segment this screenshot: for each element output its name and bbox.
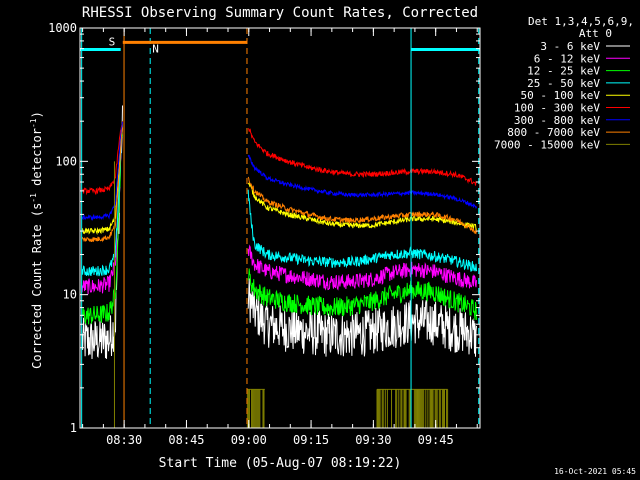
flag-S-label: S: [109, 36, 116, 49]
timestamp: 16-Oct-2021 05:45: [554, 467, 636, 476]
series-1-trace-1: [81, 127, 123, 295]
series-0: [81, 105, 477, 360]
series-3: [81, 120, 477, 277]
series-6-trace-2: [247, 154, 477, 209]
plot-frame: [79, 27, 481, 429]
chart-title: RHESSI Observing Summary Count Rates, Co…: [82, 5, 478, 21]
svg-text:Corrected Count Rate (s-1 dete: Corrected Count Rate (s-1 detector-1): [29, 111, 44, 369]
legend-label-8: 7000 - 15000 keV: [494, 138, 600, 151]
series-2-trace-1: [81, 132, 123, 325]
flag-N-label: N: [152, 43, 159, 56]
series-5-trace-1: [81, 121, 123, 196]
series-4-trace-2: [247, 182, 477, 232]
legend-detectors-line2: Att 0: [579, 27, 612, 40]
y-tick-label: 10: [63, 288, 77, 302]
series-7-trace-2: [247, 176, 477, 235]
x-tick-label: 09:00: [231, 433, 267, 447]
series-6: [81, 121, 477, 221]
series-7: [81, 127, 477, 243]
legend-label-1: 6 - 12 keV: [534, 52, 601, 65]
series-2-trace-2: [247, 268, 477, 320]
x-tick-label: 09:30: [355, 433, 391, 447]
series-1: [81, 127, 477, 295]
series-7-trace-1: [81, 127, 123, 243]
series-5-trace-2: [247, 127, 477, 186]
series-3-trace-1: [81, 120, 123, 277]
y-axis-label: Corrected Count Rate (s-1 detector-1): [29, 111, 44, 369]
legend-label-2: 12 - 25 keV: [527, 65, 600, 78]
legend-detectors-line1: Det 1,3,4,5,6,9,: [528, 15, 634, 28]
y-tick-label: 1: [70, 421, 77, 435]
series-2: [81, 132, 477, 325]
plot-area: SN: [80, 28, 480, 428]
x-tick-label: 09:15: [293, 433, 329, 447]
y-tick-label: 100: [55, 154, 77, 168]
series-5: [81, 121, 477, 196]
legend-label-3: 25 - 50 keV: [527, 77, 600, 90]
series-3-trace-2: [247, 189, 477, 272]
legend-label-6: 300 - 800 keV: [514, 114, 600, 127]
series-4-trace-1: [81, 122, 123, 236]
y-tick-label: 1000: [48, 21, 77, 35]
series-6-trace-1: [81, 121, 123, 221]
series-0-trace-1: [81, 105, 123, 360]
axes: 1 10 100 1000 08:30 08:45 09:00 09:15 09:30 09:45: [48, 21, 481, 447]
series-0-trace-2: [247, 278, 477, 357]
legend-label-0: 3 - 6 keV: [540, 40, 600, 53]
legend-label-4: 50 - 100 keV: [521, 89, 601, 102]
legend-label-5: 100 - 300 keV: [514, 102, 600, 115]
legend-label-7: 800 - 7000 keV: [507, 126, 600, 139]
x-axis-label: Start Time (05-Aug-07 08:19:22): [159, 456, 402, 471]
series-1-trace-2: [247, 244, 477, 291]
x-tick-label: 08:30: [106, 433, 142, 447]
x-tick-label: 09:45: [418, 433, 454, 447]
series-4: [81, 122, 477, 236]
x-tick-label: 08:45: [168, 433, 204, 447]
